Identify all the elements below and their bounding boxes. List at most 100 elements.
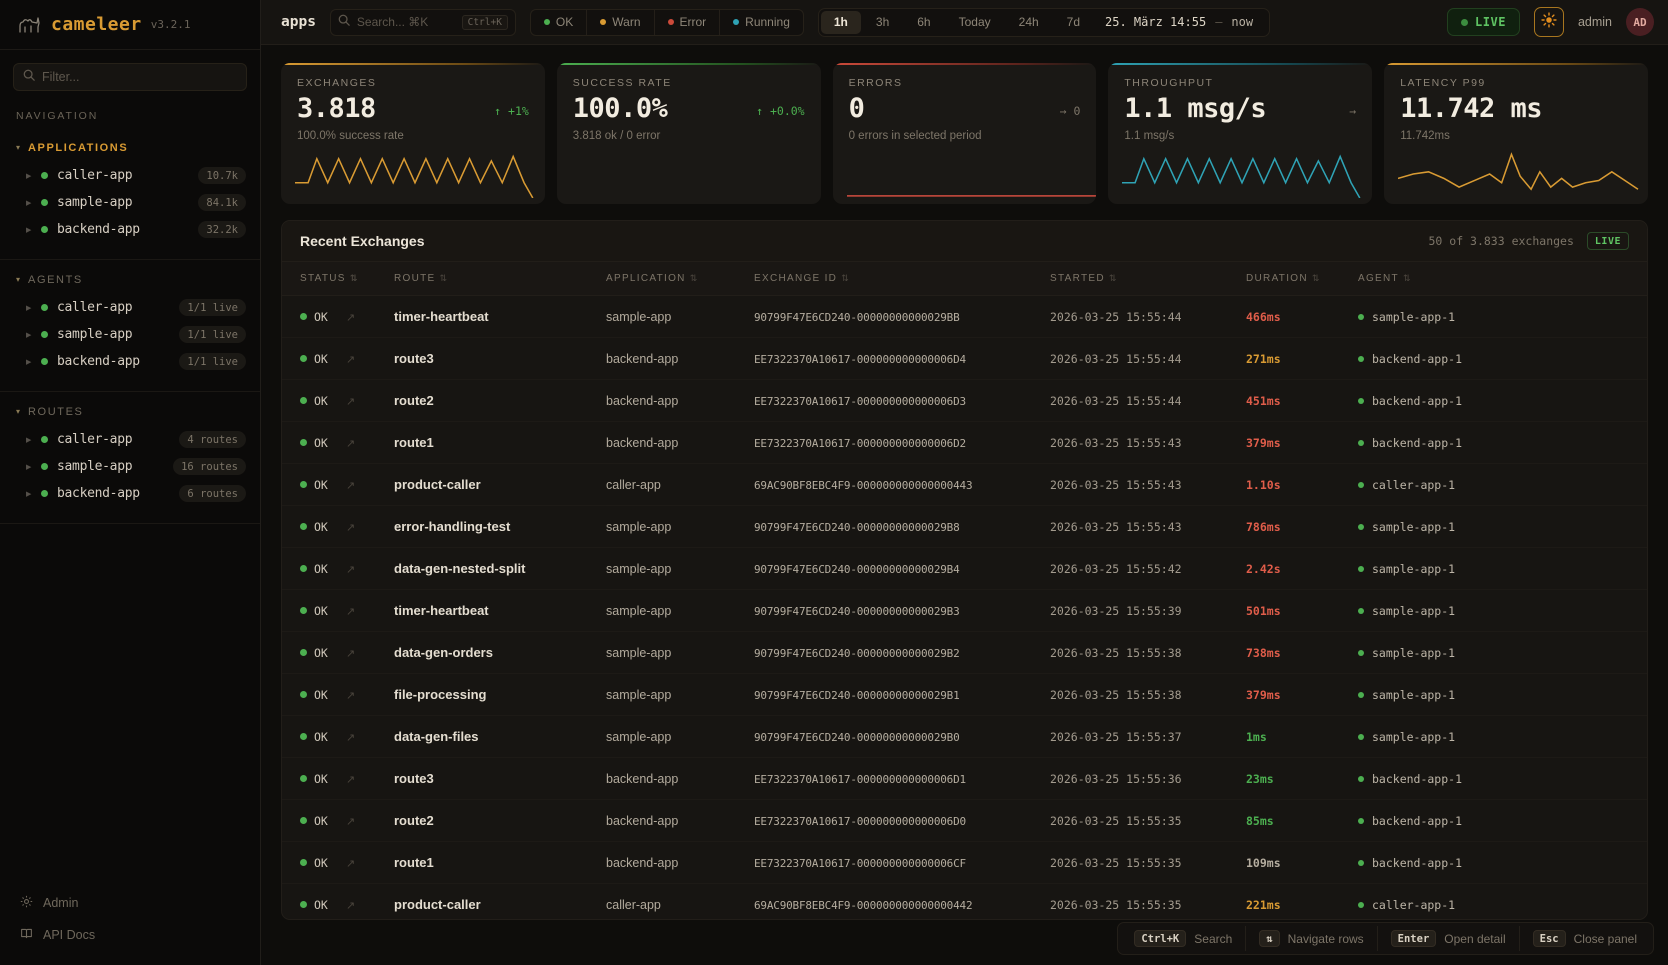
cell-started: 2026-03-25 15:55:38 <box>1050 631 1246 674</box>
status-text: OK <box>314 477 328 492</box>
range-6h[interactable]: 6h <box>917 15 931 29</box>
status-filter-error[interactable]: Error <box>655 9 721 35</box>
table-row[interactable]: OK ↗ data-gen-files sample-app 90799F47E6CD2… <box>282 715 1647 758</box>
duration-value: 379ms <box>1246 687 1281 702</box>
table-row[interactable]: OK ↗ timer-heartbeat sample-app 90799F47E6CD… <box>282 295 1647 338</box>
status-text: OK <box>314 561 328 576</box>
range-24h[interactable]: 24h <box>1018 15 1039 29</box>
filter-input[interactable] <box>42 70 237 84</box>
sidebar-item-api-docs[interactable]: API Docs <box>0 919 260 951</box>
sidebar-item-backend-app[interactable]: ▶ backend-app 32.2k <box>0 216 260 243</box>
table-row[interactable]: OK ↗ product-caller caller-app 69AC90BF8EBC4… <box>282 463 1647 506</box>
exchange-id: 90799F47E6CD240-00000000000029B4 <box>754 562 960 576</box>
date-range-display[interactable]: 25. März 14:55 — now <box>1095 15 1267 29</box>
sort-icon: ⇅ <box>350 273 359 283</box>
sidebar-agent-backend-app[interactable]: ▶ backend-app 1/1 live <box>0 348 260 375</box>
column-header-started[interactable]: STARTED ⇅ <box>1050 262 1246 296</box>
table-row[interactable]: OK ↗ route2 backend-app EE7322370A10617-0000… <box>282 379 1647 422</box>
status-filter-warn[interactable]: Warn <box>587 9 655 35</box>
range-1h[interactable]: 1h <box>820 10 861 34</box>
sidebar-item-admin[interactable]: Admin <box>0 887 260 919</box>
kpi-card-exchanges[interactable]: EXCHANGES 3.818 ↑ +1% 100.0% success rat… <box>281 63 545 204</box>
agent-status-dot <box>1358 355 1364 362</box>
panel-live-badge[interactable]: LIVE <box>1586 232 1629 250</box>
column-header-flag[interactable]: ⇅ <box>346 262 394 296</box>
sidebar-agent-caller-app[interactable]: ▶ caller-app 1/1 live <box>0 294 260 321</box>
sidebar-routes-sample-app[interactable]: ▶ sample-app 16 routes <box>0 453 260 480</box>
filter-box[interactable] <box>13 63 247 91</box>
cell-route: file-processing <box>394 673 606 716</box>
sidebar-routes-caller-app[interactable]: ▶ caller-app 4 routes <box>0 426 260 453</box>
range-7d[interactable]: 7d <box>1066 15 1081 29</box>
cell-started: 2026-03-25 15:55:39 <box>1050 589 1246 632</box>
cell-route: data-gen-nested-split <box>394 547 606 590</box>
kpi-card-errors[interactable]: ERRORS 0 → 0 0 errors in selected period <box>832 63 1097 204</box>
range-3h[interactable]: 3h <box>875 15 890 29</box>
cell-application: caller-app <box>606 463 754 506</box>
cell-exchange-id: EE7322370A10617-000000000000006D4 <box>754 337 1050 380</box>
sidebar-item-sample-app[interactable]: ▶ sample-app 84.1k <box>0 189 260 216</box>
group-header-agents[interactable]: ▾ AGENTS <box>0 268 260 294</box>
column-header-duration[interactable]: DURATION ⇅ <box>1246 262 1358 296</box>
cell-exchange-id: 90799F47E6CD240-00000000000029B3 <box>754 589 1050 632</box>
table-row[interactable]: OK ↗ timer-heartbeat sample-app 90799F47E6CD… <box>282 589 1647 632</box>
column-header-exchange-id[interactable]: EXCHANGE ID ⇅ <box>754 262 1050 296</box>
shortcut-navigate[interactable]: ⇅ Navigate rows <box>1246 926 1378 951</box>
live-dot <box>1461 18 1469 26</box>
column-header-application[interactable]: APPLICATION ⇅ <box>606 262 754 296</box>
status-dot <box>41 304 48 311</box>
table-row[interactable]: OK ↗ product-caller caller-app 69AC90BF8EBC4… <box>282 883 1647 919</box>
table-row[interactable]: OK ↗ data-gen-nested-split sample-app 90799F… <box>282 547 1647 590</box>
status-filter-running[interactable]: Running <box>720 10 803 35</box>
column-header-status[interactable]: STATUS⇅ <box>282 262 357 296</box>
table-row[interactable]: OK ↗ route1 backend-app EE7322370A10617-0000… <box>282 841 1647 884</box>
theme-toggle-button[interactable] <box>1533 7 1564 37</box>
status-filter-label: Warn <box>612 15 641 29</box>
column-header-route[interactable]: ROUTE ⇅ <box>394 262 606 296</box>
agent-status-dot <box>1358 481 1364 488</box>
cell-application: sample-app <box>606 295 754 338</box>
cell-agent: caller-app-1 <box>1358 463 1647 506</box>
table-row[interactable]: OK ↗ route2 backend-app EE7322370A10617-0000… <box>282 799 1647 842</box>
sidebar-item-caller-app[interactable]: ▶ caller-app 10.7k <box>0 162 260 189</box>
avatar[interactable]: AD <box>1626 8 1654 36</box>
table-row[interactable]: OK ↗ route3 backend-app EE7322370A10617-0000… <box>282 757 1647 800</box>
range-today[interactable]: Today <box>958 15 991 29</box>
table-row[interactable]: OK ↗ data-gen-orders sample-app 90799F47E6CD… <box>282 631 1647 674</box>
trace-icon: ↗ <box>346 563 356 576</box>
sort-icon: ⇅ <box>1108 273 1118 283</box>
sidebar-routes-backend-app[interactable]: ▶ backend-app 6 routes <box>0 480 260 507</box>
sidebar-item-badge: 32.2k <box>198 221 246 238</box>
cell-status: OK <box>282 379 346 422</box>
group-header-applications[interactable]: ▾ APPLICATIONS <box>0 136 260 162</box>
status-filter-ok[interactable]: OK <box>531 9 588 35</box>
table-row[interactable]: OK ↗ route1 backend-app EE7322370A10617-0000… <box>282 421 1647 464</box>
application-name: sample-app <box>606 519 672 534</box>
sidebar-agent-sample-app[interactable]: ▶ sample-app 1/1 live <box>0 321 260 348</box>
brand[interactable]: cameleer v3.2.1 <box>0 0 260 50</box>
agent-status-dot <box>1358 439 1364 446</box>
trace-icon: ↗ <box>346 731 356 744</box>
kpi-card-success-rate[interactable]: SUCCESS RATE 100.0% ↑ +0.0% 3.818 ok / 0… <box>556 63 821 204</box>
table-row[interactable]: OK ↗ error-handling-test sample-app 90799F47… <box>282 505 1647 548</box>
user-name[interactable]: admin <box>1577 15 1612 29</box>
shortcut-search[interactable]: Ctrl+K Search <box>1121 926 1247 951</box>
shortcut-close-panel[interactable]: Esc Close panel <box>1520 926 1650 951</box>
kpi-card-latency-p99[interactable]: LATENCY P99 11.742 ms 11.742ms <box>1384 63 1648 204</box>
group-header-routes[interactable]: ▾ ROUTES <box>0 400 260 426</box>
shortcut-open-detail[interactable]: Enter Open detail <box>1378 926 1520 951</box>
table-row[interactable]: OK ↗ file-processing sample-app 90799F47E6CD… <box>282 673 1647 716</box>
search-input[interactable]: Search... ⌘K Ctrl+K <box>329 8 516 36</box>
accent-line <box>556 63 821 65</box>
route-name: timer-heartbeat <box>394 603 489 618</box>
column-header-agent[interactable]: AGENT ⇅ <box>1358 262 1647 296</box>
sidebar-item-label: sample-app <box>57 195 133 210</box>
live-toggle[interactable]: LIVE <box>1447 8 1520 36</box>
kpi-delta: ↑ +0.0% <box>756 104 805 119</box>
table-row[interactable]: OK ↗ route3 backend-app EE7322370A10617-0000… <box>282 337 1647 380</box>
cell-route: route3 <box>394 337 606 380</box>
date-range-to: now <box>1231 15 1254 29</box>
kpi-card-throughput[interactable]: THROUGHPUT 1.1 msg/s → 1.1 msg/s <box>1108 63 1373 204</box>
exchange-id: EE7322370A10617-000000000000006D0 <box>754 814 966 828</box>
cell-exchange-id: 90799F47E6CD240-00000000000029BB <box>754 295 1050 338</box>
